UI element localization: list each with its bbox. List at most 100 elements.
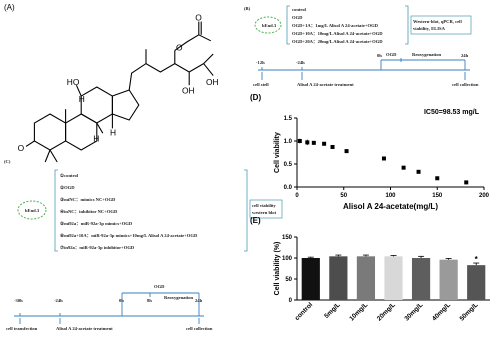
x-tick-label: 5mg/L (323, 301, 342, 320)
time: 0h (377, 53, 382, 58)
bar (384, 256, 403, 300)
panel-c: (C) bEnd.3 ①control ②OGD ③miNC：mimics NC… (4, 159, 283, 331)
data-point (322, 141, 327, 146)
bar (439, 259, 458, 300)
event: Alisol A 24-acetate treatment (56, 326, 113, 331)
group: ⑦in92a：miR-92a-3p inhibitor+OGD (60, 245, 135, 250)
data-point (381, 156, 386, 161)
event: Alisol A 24-acetate treatment (297, 82, 354, 87)
bracket (286, 5, 290, 45)
group: ④inNC：inhibitor NC+OGD (60, 209, 118, 214)
x-tick-label: 40mg/L (431, 301, 452, 322)
bracket (405, 5, 409, 45)
ring (111, 89, 140, 121)
timeline (258, 58, 470, 80)
panel-label: (A) (4, 3, 15, 12)
bond (174, 34, 200, 51)
phase: OGD (154, 284, 165, 289)
atom-label: HO (67, 77, 80, 87)
data-point (305, 140, 310, 145)
bar (467, 265, 486, 300)
data-point (344, 149, 349, 154)
bond (75, 84, 82, 97)
data-point (435, 176, 440, 181)
data-point (330, 144, 335, 149)
group: ②OGD (60, 185, 75, 190)
assay-box (410, 15, 472, 35)
ring (33, 113, 67, 151)
cell-name: bEnd.3 (262, 23, 277, 28)
data-point (401, 165, 406, 170)
bar (356, 256, 376, 300)
y-tick-label: 100 (282, 256, 293, 262)
panel-label: (C) (4, 159, 11, 164)
y-tick-label: 150 (282, 235, 293, 241)
x-tick-label: 30mg/L (403, 301, 424, 322)
cell-ellipse (17, 200, 47, 220)
data-point (416, 169, 421, 174)
bracket (54, 169, 58, 252)
time: -24h (296, 60, 305, 65)
phase: Reoxygenation (164, 295, 194, 300)
bar (411, 258, 431, 300)
atom-label: H (79, 94, 85, 104)
atom-label: H (93, 134, 99, 144)
phase: OGD (386, 52, 397, 57)
data-point (311, 140, 316, 145)
assay: cell viability (252, 203, 277, 208)
time: 0h (119, 298, 124, 303)
timeline (14, 292, 204, 324)
bracket (244, 169, 248, 252)
atom-label: O (18, 143, 25, 153)
group: ⑥mi92a+10A：miR-92a-3p mimics+10mg/L Alis… (60, 233, 198, 238)
x-tick-label: 50 (340, 193, 347, 199)
x-tick-label: 20mg/L (376, 301, 397, 322)
charts: (D) 0.0 0.5 1.0 1.5 0 50 100 150 200 Alisol A 24-a… (250, 93, 490, 323)
assay-box (249, 199, 283, 219)
group: OGD+20A：20mg/L Alisol A 24-acetate+OGD (292, 39, 383, 44)
atom-label: H (110, 128, 116, 138)
x-tick-label: 10mg/L (348, 301, 369, 322)
y-tick-label: 0.5 (284, 162, 293, 168)
time: -12h (256, 60, 265, 65)
event: cell stell (253, 82, 269, 87)
data-point (297, 139, 302, 143)
assay: viability, ELISA (413, 26, 446, 31)
bar (329, 256, 348, 300)
event: cell collection (186, 326, 213, 331)
x-tick-label: 0 (295, 193, 299, 199)
event: cell transfection (6, 326, 38, 331)
event: cell collection (452, 82, 479, 87)
bond (96, 122, 104, 134)
group: OGD (292, 15, 303, 20)
group: ③miNC：mimics NC+OGD (60, 197, 116, 202)
atom-label: OH (206, 77, 219, 87)
atom-label: OH (182, 86, 195, 96)
bond (44, 149, 51, 163)
panel-b: (B) bEnd.3 control OGD OGD+1A：1mg/L Alis… (244, 5, 479, 87)
data-point (464, 180, 469, 185)
annotation: * (475, 255, 479, 264)
time: 24h (195, 298, 203, 303)
assay: Western-blot, qPCR, cell (413, 19, 462, 24)
time: 24h (461, 53, 469, 58)
atom-label: O (195, 12, 202, 22)
atom-label: O (176, 42, 183, 52)
assay: western blot (252, 210, 277, 215)
panel-label: (E) (250, 216, 261, 225)
time: 8h (147, 298, 152, 303)
y-axis-label: Cell viability (274, 132, 281, 173)
bond (198, 34, 212, 42)
y-tick-label: 1.5 (284, 116, 293, 122)
bar (301, 258, 320, 300)
group: OGD+1A：1mg/L Alisol A 24-acetate+OGD (292, 23, 379, 28)
panel-label: (B) (244, 6, 251, 11)
cell-ellipse (254, 16, 282, 34)
y-tick-label: 0 (289, 298, 293, 304)
time: -24h (54, 298, 63, 303)
group: OGD+10A：10mg/L Alisol A 24-acetate+OGD (292, 31, 383, 36)
time: -30h (14, 298, 23, 303)
x-tick-label: 150 (432, 193, 443, 199)
annotation: IC50=98.53 mg/L (424, 109, 480, 116)
